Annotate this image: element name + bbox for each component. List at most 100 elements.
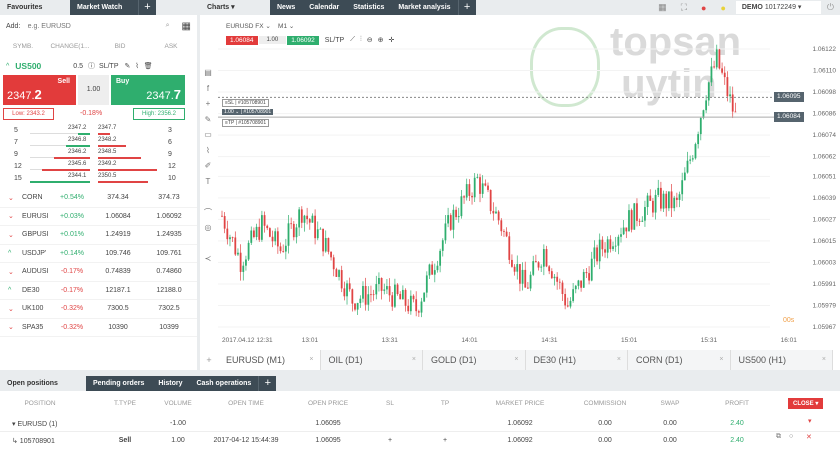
watchlist-row[interactable]: ⌄ GBPUSI +0.01% 1.24919 1.24935 [0, 226, 197, 245]
order-tag[interactable]: 1.00 ⌄ | #105708901 [222, 109, 274, 115]
chart-sltp[interactable]: SL/TP [324, 36, 345, 44]
chart-symbol[interactable]: EURUSD [226, 23, 254, 30]
watchlist-row[interactable]: ⌄ SPA35 -0.32% 10390 10399 [0, 319, 197, 337]
tab-calendar[interactable]: Calendar [302, 0, 347, 15]
chart-tab[interactable]: US500 (H1) × [730, 350, 833, 370]
tab-open-positions[interactable]: Open positions [0, 376, 86, 391]
search-icon[interactable]: ⌕ [165, 22, 170, 29]
tab-statistics[interactable]: Statistics [346, 0, 392, 15]
tab-market-watch[interactable]: Market Watch [70, 0, 138, 15]
chart-tab[interactable]: GOLD (D1) × [423, 350, 526, 370]
share-icon[interactable]: ≺ [204, 254, 212, 263]
tab-favourites[interactable]: Favourites [0, 0, 70, 15]
line-tool-icon[interactable]: ⟋ [350, 36, 356, 43]
edit-icon[interactable]: ✎ [124, 63, 131, 70]
watchlist-row[interactable]: ⌄ AUDUSI -0.17% 0.74839 0.74860 [0, 263, 197, 282]
expand-icon[interactable]: ▾ [808, 418, 812, 425]
col-ask[interactable]: ASK [164, 42, 178, 50]
text-icon[interactable]: T [205, 176, 211, 186]
close-tab-icon[interactable]: × [411, 356, 416, 363]
chart-tab[interactable]: EURUSD (M1) × [218, 350, 321, 370]
close-tab-icon[interactable]: × [821, 356, 826, 363]
collapse-icon[interactable]: ^ [6, 62, 10, 70]
tab-charts[interactable]: Charts ▾ [200, 0, 270, 15]
fullscreen-icon[interactable]: ⛶ [680, 2, 687, 12]
tab-news[interactable]: News [270, 0, 303, 15]
col-bid[interactable]: BID [114, 42, 126, 50]
symbol-search-input[interactable] [27, 19, 166, 33]
buy-button[interactable]: Buy 2347.7 [111, 75, 185, 105]
add-tab-button[interactable]: + [138, 0, 156, 15]
chart-tab[interactable]: CORN (D1) × [628, 350, 731, 370]
trash-icon[interactable]: 🗑 [143, 63, 153, 70]
watchlist-row[interactable]: ⌄ CORN +0.54% 374.34 374.73 [0, 189, 197, 208]
position-sl[interactable]: + [387, 437, 393, 444]
crosshair-icon[interactable]: ✛ [388, 37, 395, 44]
layers-icon[interactable]: ◎ [204, 223, 212, 232]
column-header[interactable]: TP [440, 400, 450, 407]
tab-history[interactable]: History [151, 376, 190, 391]
copy-icon[interactable]: ⧉ [776, 433, 781, 440]
fib-icon[interactable]: f [206, 83, 210, 93]
add-tab-button[interactable]: + [457, 0, 476, 15]
column-header[interactable]: SWAP [660, 400, 680, 407]
pencil-icon[interactable]: ✎ [204, 114, 212, 124]
chart-volume[interactable]: 1.00 [258, 36, 287, 44]
volume-input[interactable]: 1.00 [78, 75, 109, 105]
column-header[interactable]: OPEN TIME [228, 400, 264, 407]
chart-timeframe[interactable]: M1 [278, 23, 288, 30]
sell-button[interactable]: Sell 2347.2 [3, 75, 76, 105]
grid-view-icon[interactable]: ▦ [181, 20, 191, 32]
close-tab-icon[interactable]: × [616, 356, 621, 363]
tab-pending-orders[interactable]: Pending orders [86, 376, 152, 391]
column-header[interactable]: VOLUME [164, 400, 192, 407]
add-tab-button[interactable]: + [258, 376, 277, 391]
power-icon[interactable]: ⏻ [826, 2, 834, 12]
col-symbol[interactable]: SYMB. [12, 42, 34, 50]
zoom-out-icon[interactable]: ⊖ [366, 37, 373, 44]
tab-market-analysis[interactable]: Market analysis [391, 0, 458, 15]
chart-tab[interactable]: DE30 (H1) × [525, 350, 628, 370]
close-tab-icon[interactable]: × [514, 356, 519, 363]
column-header[interactable]: PROFIT [725, 400, 749, 407]
column-header[interactable]: T.TYPE [113, 400, 137, 407]
rect-icon[interactable]: ▭ [204, 130, 212, 139]
info-icon[interactable]: ⓘ [88, 63, 96, 70]
watchlist-row[interactable]: ^ USDJP' +0.14% 109.746 109.761 [0, 245, 197, 263]
column-header[interactable]: COMMISSION [583, 400, 627, 407]
new-chart-tab-button[interactable]: + [200, 350, 218, 370]
close-tab-icon[interactable]: × [309, 356, 314, 363]
col-change[interactable]: CHANGE(1... [50, 42, 90, 50]
indicator-icon[interactable]: ⫶ [360, 36, 362, 43]
column-header[interactable]: MARKET PRICE [495, 400, 545, 407]
chart-buy-button[interactable]: 1.06092 [287, 35, 319, 45]
sltp-button[interactable]: SL/TP [99, 62, 119, 70]
watchlist-row[interactable]: ⌄ UK100 -0.32% 7300.5 7302.5 [0, 300, 197, 319]
close-tab-icon[interactable]: × [719, 356, 724, 363]
chart-sell-button[interactable]: 1.06084 [226, 35, 258, 45]
zoom-in-icon[interactable]: ⊕ [377, 37, 384, 44]
order-tp-tag[interactable]: ≡TP | #105708901 [222, 119, 270, 127]
calculator-icon[interactable]: ▦ [658, 2, 667, 12]
column-header[interactable]: SL [386, 400, 394, 407]
instrument-header[interactable]: ^ US500 0.5 ⓘ SL/TP ✎ ⌇ 🗑 [0, 57, 197, 75]
plus-icon[interactable]: + [205, 99, 211, 108]
position-tp[interactable]: + [442, 437, 448, 444]
menu-icon[interactable]: ▤ [204, 68, 212, 77]
close-all-button[interactable]: CLOSE ▾ [788, 398, 824, 409]
watchlist-row[interactable]: ^ DE30 -0.17% 12187.1 12188.0 [0, 282, 197, 300]
watchlist-row[interactable]: ⌄ EURUSI +0.03% 1.06084 1.06092 [0, 208, 197, 226]
comment-icon[interactable]: ○ [789, 433, 794, 440]
price-chart[interactable]: 1.06122 1.06110 1.06098 1.06086 1.06074 1.060… [200, 15, 840, 350]
bell-icon[interactable]: ● [701, 2, 707, 13]
magnet-icon[interactable]: ⌒ [204, 207, 212, 217]
account-selector[interactable]: DEMO 10172249 ▾ [735, 1, 821, 14]
tab-cash-operations[interactable]: Cash operations [189, 376, 259, 391]
column-header[interactable]: POSITION [24, 400, 56, 407]
chart-icon[interactable]: ⌇ [135, 63, 139, 70]
brush-icon[interactable]: ⌇ [206, 145, 210, 155]
close-position-icon[interactable]: ✕ [806, 434, 812, 441]
order-sl-tag[interactable]: ≡SL | #105708901 [222, 99, 269, 107]
chart-tab[interactable]: OIL (D1) × [320, 350, 423, 370]
pen-icon[interactable]: ✐ [204, 161, 212, 170]
